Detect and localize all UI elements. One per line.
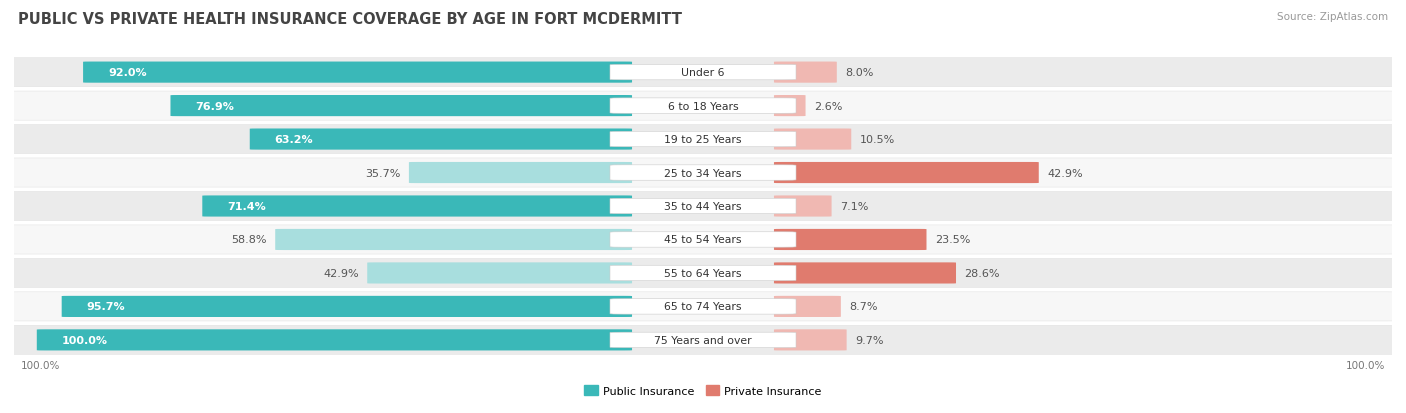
- Text: 42.9%: 42.9%: [323, 268, 359, 278]
- FancyBboxPatch shape: [773, 330, 846, 351]
- Text: 58.8%: 58.8%: [232, 235, 267, 245]
- Text: PUBLIC VS PRIVATE HEALTH INSURANCE COVERAGE BY AGE IN FORT MCDERMITT: PUBLIC VS PRIVATE HEALTH INSURANCE COVER…: [18, 12, 682, 27]
- FancyBboxPatch shape: [0, 92, 1406, 121]
- FancyBboxPatch shape: [62, 296, 633, 317]
- Text: 75 Years and over: 75 Years and over: [654, 335, 752, 345]
- Text: 9.7%: 9.7%: [855, 335, 883, 345]
- Text: 71.4%: 71.4%: [228, 202, 266, 211]
- FancyBboxPatch shape: [773, 196, 831, 217]
- Legend: Public Insurance, Private Insurance: Public Insurance, Private Insurance: [579, 381, 827, 400]
- FancyBboxPatch shape: [276, 229, 633, 250]
- Text: 95.7%: 95.7%: [87, 301, 125, 312]
- FancyBboxPatch shape: [773, 263, 956, 284]
- FancyBboxPatch shape: [0, 58, 1406, 88]
- FancyBboxPatch shape: [773, 62, 837, 83]
- Text: 45 to 54 Years: 45 to 54 Years: [664, 235, 742, 245]
- Text: 100.0%: 100.0%: [21, 360, 60, 370]
- FancyBboxPatch shape: [0, 225, 1406, 254]
- FancyBboxPatch shape: [0, 325, 1406, 355]
- FancyBboxPatch shape: [170, 96, 633, 117]
- FancyBboxPatch shape: [610, 199, 796, 214]
- Text: 92.0%: 92.0%: [108, 68, 146, 78]
- Text: 8.0%: 8.0%: [845, 68, 873, 78]
- Text: Source: ZipAtlas.com: Source: ZipAtlas.com: [1277, 12, 1388, 22]
- Text: 8.7%: 8.7%: [849, 301, 877, 312]
- Text: 23.5%: 23.5%: [935, 235, 970, 245]
- Text: 42.9%: 42.9%: [1047, 168, 1083, 178]
- FancyBboxPatch shape: [610, 99, 796, 114]
- FancyBboxPatch shape: [610, 166, 796, 181]
- Text: 6 to 18 Years: 6 to 18 Years: [668, 101, 738, 112]
- FancyBboxPatch shape: [773, 96, 806, 117]
- FancyBboxPatch shape: [610, 266, 796, 281]
- FancyBboxPatch shape: [610, 132, 796, 147]
- Text: 7.1%: 7.1%: [839, 202, 869, 211]
- Text: 10.5%: 10.5%: [859, 135, 894, 145]
- FancyBboxPatch shape: [0, 192, 1406, 221]
- Text: 76.9%: 76.9%: [195, 101, 235, 112]
- Text: 35.7%: 35.7%: [366, 168, 401, 178]
- Text: 19 to 25 Years: 19 to 25 Years: [664, 135, 742, 145]
- Text: 100.0%: 100.0%: [62, 335, 108, 345]
- FancyBboxPatch shape: [83, 62, 633, 83]
- Text: Under 6: Under 6: [682, 68, 724, 78]
- FancyBboxPatch shape: [0, 259, 1406, 288]
- Text: 25 to 34 Years: 25 to 34 Years: [664, 168, 742, 178]
- FancyBboxPatch shape: [0, 125, 1406, 154]
- Text: 28.6%: 28.6%: [965, 268, 1000, 278]
- FancyBboxPatch shape: [202, 196, 633, 217]
- FancyBboxPatch shape: [610, 232, 796, 247]
- FancyBboxPatch shape: [367, 263, 633, 284]
- FancyBboxPatch shape: [773, 229, 927, 250]
- Text: 65 to 74 Years: 65 to 74 Years: [664, 301, 742, 312]
- FancyBboxPatch shape: [610, 299, 796, 314]
- Text: 2.6%: 2.6%: [814, 101, 842, 112]
- Text: 35 to 44 Years: 35 to 44 Years: [664, 202, 742, 211]
- FancyBboxPatch shape: [250, 129, 633, 150]
- FancyBboxPatch shape: [610, 65, 796, 81]
- Text: 100.0%: 100.0%: [1346, 360, 1385, 370]
- FancyBboxPatch shape: [409, 163, 633, 184]
- FancyBboxPatch shape: [773, 163, 1039, 184]
- FancyBboxPatch shape: [773, 129, 851, 150]
- Text: 55 to 64 Years: 55 to 64 Years: [664, 268, 742, 278]
- FancyBboxPatch shape: [0, 159, 1406, 188]
- FancyBboxPatch shape: [773, 296, 841, 317]
- FancyBboxPatch shape: [610, 332, 796, 348]
- Text: 63.2%: 63.2%: [274, 135, 314, 145]
- FancyBboxPatch shape: [0, 292, 1406, 321]
- FancyBboxPatch shape: [37, 330, 633, 351]
